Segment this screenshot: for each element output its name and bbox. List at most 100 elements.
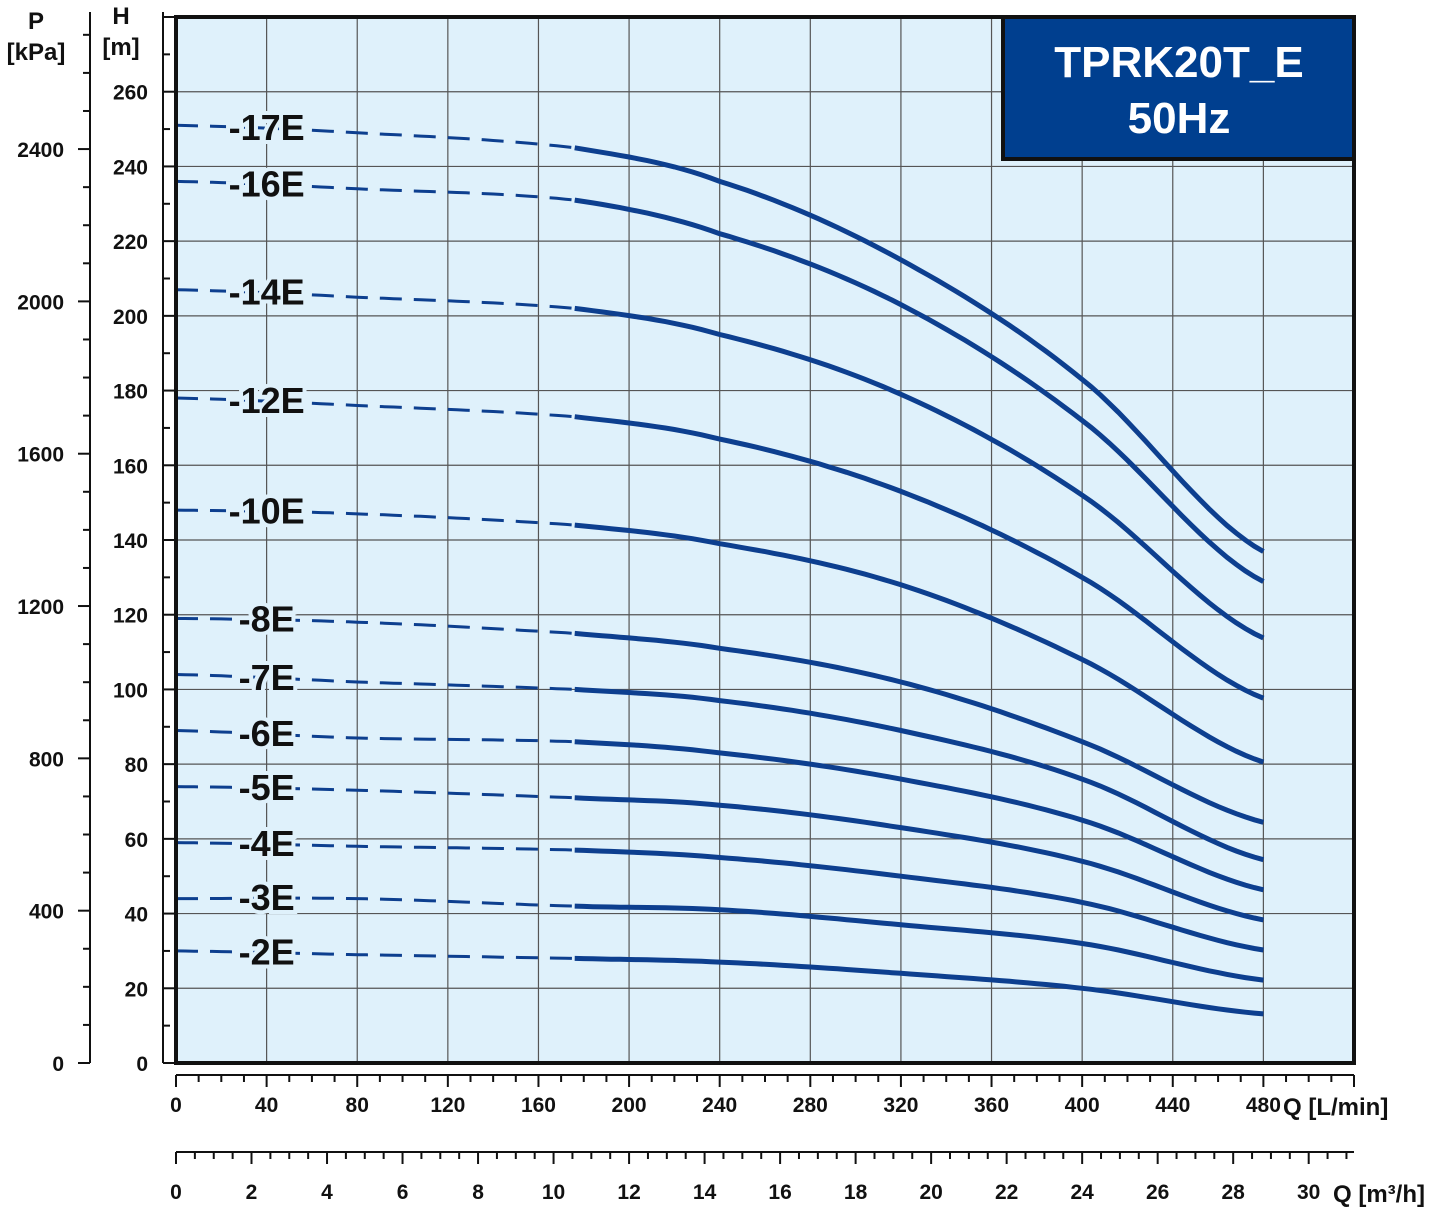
- flow-m3h-tick-label: 2: [246, 1181, 258, 1204]
- flow-m3h-tick-label: 22: [995, 1181, 1018, 1204]
- series-label: -3E: [239, 877, 295, 918]
- pressure-tick-label: 2400: [17, 139, 64, 162]
- head-axis-title: H: [112, 3, 129, 30]
- curve-stage-2E: -2E: [175, 928, 1264, 1017]
- head-tick-label: 180: [113, 381, 148, 404]
- head-axis-unit: [m]: [102, 34, 139, 61]
- flow-axis-m3h-title: Q [m³/h]: [1333, 1181, 1425, 1208]
- flow-m3h-tick-label: 12: [617, 1181, 640, 1204]
- flow-lpm-tick-label: 440: [1155, 1094, 1190, 1117]
- pressure-tick-label: 400: [29, 901, 64, 924]
- curve-stage-10E: -10E: [175, 486, 1265, 765]
- series-label: -10E: [229, 490, 305, 531]
- curve-stage-14E: -14E: [175, 268, 1265, 641]
- curve-stage-17E: -17E: [175, 103, 1265, 554]
- series-label: -8E: [239, 599, 295, 640]
- flow-lpm-tick-label: 400: [1065, 1094, 1100, 1117]
- series-label: -14E: [229, 272, 305, 313]
- series-label: -5E: [239, 767, 295, 808]
- head-axis: 0 20 40 60 80 100 120 140 160 180 200 220 240 260: [113, 12, 175, 1076]
- curve-stage-4E: -4E: [175, 819, 1264, 953]
- head-tick-label: 200: [113, 306, 148, 329]
- pressure-tick-label: 1200: [17, 596, 64, 619]
- flow-axis-lpm-title: Q [L/min]: [1283, 1094, 1388, 1121]
- plot-border: [174, 15, 1356, 1065]
- pressure-tick-label: 800: [29, 748, 64, 771]
- flow-lpm-tick-label: 80: [346, 1094, 369, 1117]
- series-label: -4E: [239, 823, 295, 864]
- pressure-axis-unit: [kPa]: [7, 39, 66, 66]
- flow-m3h-tick-label: 8: [472, 1181, 484, 1204]
- head-tick-label: 220: [113, 231, 148, 254]
- curve-stage-8E: -8E: [176, 595, 1265, 825]
- head-tick-label: 80: [125, 754, 148, 777]
- pressure-axis-title: P: [28, 8, 44, 35]
- flow-m3h-tick-label: 16: [768, 1181, 791, 1204]
- series-label: -17E: [229, 107, 305, 148]
- series-label: -2E: [239, 932, 295, 973]
- flow-axis-m3h: 0 2 4 6 8 10 12 14 16 18 20 22 24 26 28 30: [170, 1151, 1354, 1204]
- curve-stage-3E: -3E: [176, 873, 1264, 983]
- curve-stage-6E: -6E: [175, 709, 1264, 893]
- head-tick-label: 120: [113, 605, 148, 628]
- pressure-axis: 0 400 800 1200 1600 2000 2400: [17, 12, 91, 1076]
- flow-axis-lpm: 0 40 80 120 160 200 240 280 320 360 400 440 480: [170, 1074, 1355, 1117]
- curve-stage-7E: -7E: [175, 653, 1265, 863]
- chart-title: TPRK20T_E: [1054, 38, 1303, 87]
- curve-solid-segment: [574, 847, 1264, 953]
- flow-m3h-tick-label: 28: [1221, 1181, 1245, 1204]
- flow-m3h-tick-label: 10: [542, 1181, 565, 1204]
- curve-solid-segment: [574, 305, 1265, 641]
- curves: -17E -16E -14E -12E -10E -8E -7E -6E -5E -4E -3E -2…: [175, 103, 1265, 1017]
- flow-m3h-tick-label: 20: [919, 1181, 942, 1204]
- curve-solid-segment: [574, 145, 1265, 554]
- flow-m3h-tick-label: 18: [844, 1181, 868, 1204]
- curve-solid-segment: [574, 686, 1265, 863]
- series-label: -16E: [229, 163, 305, 204]
- curve-solid-segment: [574, 414, 1265, 701]
- flow-lpm-tick-label: 200: [612, 1094, 647, 1117]
- flow-lpm-tick-label: 160: [521, 1094, 556, 1117]
- flow-lpm-tick-label: 280: [793, 1094, 828, 1117]
- title-box: TPRK20T_E 50Hz: [1001, 15, 1356, 161]
- pressure-tick-label: 2000: [17, 291, 64, 314]
- head-tick-label: 0: [136, 1053, 148, 1076]
- pressure-tick-label: 1600: [17, 444, 64, 467]
- flow-lpm-tick-label: 480: [1246, 1094, 1281, 1117]
- series-label: -12E: [229, 380, 305, 421]
- curve-solid-segment: [574, 522, 1265, 765]
- flow-m3h-tick-label: 26: [1146, 1181, 1169, 1204]
- curve-solid-segment: [574, 197, 1265, 584]
- series-label: -7E: [239, 657, 295, 698]
- curve-solid-segment: [574, 630, 1265, 825]
- curve-solid-segment: [574, 955, 1264, 1017]
- curve-solid-segment: [574, 795, 1264, 923]
- pressure-tick-label: 0: [52, 1053, 64, 1076]
- chart-subtitle: 50Hz: [1128, 94, 1231, 143]
- head-tick-label: 20: [125, 978, 148, 1001]
- flow-lpm-tick-label: 360: [974, 1094, 1009, 1117]
- curve-solid-segment: [574, 903, 1264, 983]
- head-tick-label: 240: [113, 156, 148, 179]
- curve-stage-12E: -12E: [175, 376, 1265, 701]
- flow-m3h-tick-label: 0: [170, 1181, 182, 1204]
- head-tick-label: 260: [113, 82, 148, 105]
- flow-lpm-tick-label: 0: [170, 1094, 182, 1117]
- curve-stage-16E: -16E: [175, 159, 1265, 584]
- title-background: [1001, 15, 1356, 161]
- flow-lpm-tick-label: 240: [702, 1094, 737, 1117]
- head-tick-label: 60: [125, 829, 148, 852]
- flow-m3h-tick-label: 4: [321, 1181, 333, 1204]
- flow-lpm-tick-label: 40: [255, 1094, 278, 1117]
- flow-m3h-tick-label: 14: [693, 1181, 717, 1204]
- series-label: -6E: [239, 713, 295, 754]
- flow-lpm-tick-label: 320: [883, 1094, 918, 1117]
- head-tick-label: 100: [113, 679, 148, 702]
- curve-solid-segment: [574, 739, 1264, 893]
- flow-m3h-tick-label: 30: [1297, 1181, 1320, 1204]
- curve-stage-5E: -5E: [175, 763, 1264, 923]
- head-tick-label: 140: [113, 530, 148, 553]
- flow-lpm-tick-label: 120: [430, 1094, 465, 1117]
- head-tick-label: 40: [125, 904, 148, 927]
